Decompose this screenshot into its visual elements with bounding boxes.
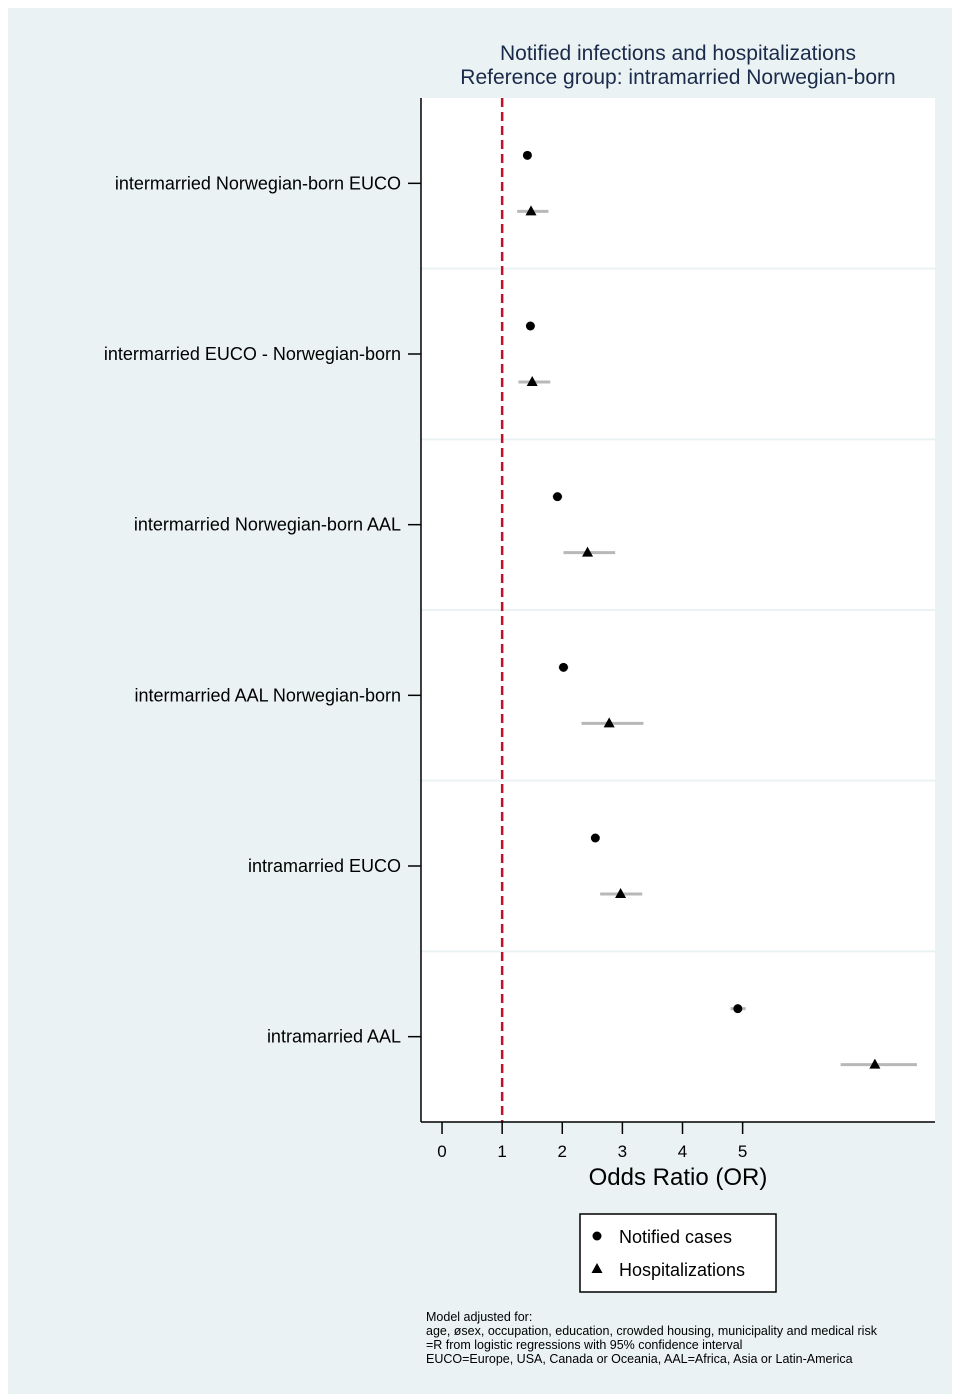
legend-label-hospitalizations: Hospitalizations (619, 1260, 745, 1280)
y-category-label: intermarried Norwegian-born AAL (134, 515, 401, 535)
chart-subtitle: Reference group: intramarried Norwegian-… (460, 66, 896, 89)
x-axis-ticks: 0 1 2 3 4 5 (437, 1122, 747, 1161)
footnote-line: Model adjusted for: (426, 1310, 533, 1324)
point-hospitalizations (603, 717, 615, 728)
x-tick-label: 2 (558, 1142, 567, 1161)
point-hospitalizations (526, 376, 538, 386)
point-notified-cases (590, 833, 600, 843)
point-hospitalizations (582, 546, 594, 557)
point-notified-cases (525, 321, 535, 331)
point-notified-cases (552, 492, 562, 502)
point-hospitalizations (869, 1058, 881, 1069)
footnote-line: =R from logistic regressions with 95% co… (426, 1338, 743, 1352)
x-axis-title: Odds Ratio (OR) (589, 1164, 768, 1191)
point-hospitalizations (525, 205, 537, 216)
y-category-label: intermarried AAL Norwegian-born (135, 685, 401, 705)
y-category-label: intermarried EUCO - Norwegian-born (104, 344, 401, 364)
x-tick-label: 0 (437, 1142, 446, 1161)
chart-title: Notified infections and hospitalizations (499, 42, 857, 65)
y-category-label: intramarried AAL (267, 1027, 401, 1047)
data-markers (522, 150, 881, 1069)
legend: Notified cases Hospitalizations (579, 1213, 777, 1293)
x-tick-label: 4 (678, 1142, 687, 1161)
legend-label-notified-cases: Notified cases (619, 1227, 732, 1247)
x-tick-label: 3 (618, 1142, 627, 1161)
point-notified-cases (558, 662, 568, 672)
point-notified-cases (522, 150, 532, 160)
axes (408, 98, 935, 1123)
x-tick-label: 1 (497, 1142, 506, 1161)
legend-circle-marker (592, 1231, 602, 1241)
point-hospitalizations (615, 888, 627, 898)
legend-box (579, 1213, 777, 1293)
point-notified-cases (733, 1004, 743, 1014)
legend-triangle-marker (591, 1263, 603, 1273)
y-axis-labels: intermarried Norwegian-born EUCO intermar… (104, 173, 401, 1046)
y-category-label: intermarried Norwegian-born EUCO (115, 173, 401, 193)
footnote: Model adjusted for: age, øsex, occupatio… (426, 1310, 877, 1366)
footnote-line: age, øsex, occupation, education, crowde… (426, 1324, 877, 1338)
y-category-label: intramarried EUCO (248, 856, 401, 876)
x-tick-label: 5 (738, 1142, 747, 1161)
row-separators (421, 267, 935, 953)
footnote-line: EUCO=Europe, USA, Canada or Oceania, AAL… (426, 1352, 853, 1366)
